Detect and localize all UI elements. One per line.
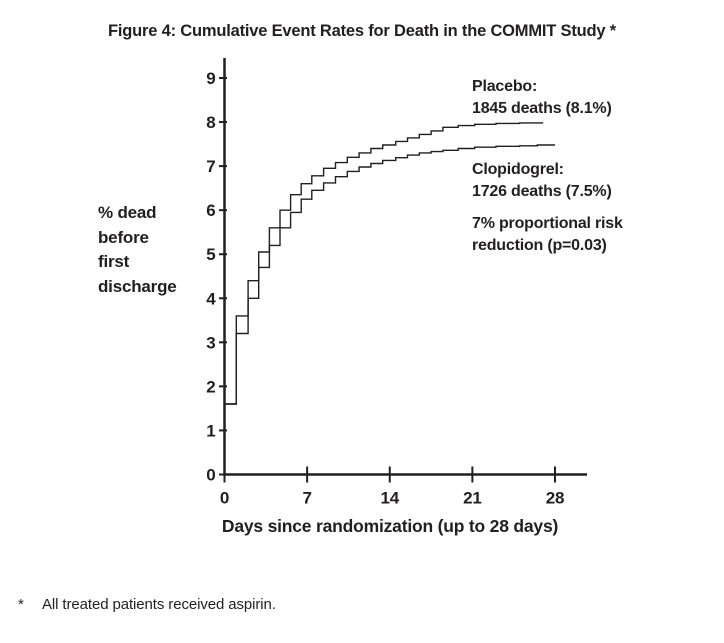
x-tick-label: 7 bbox=[302, 489, 311, 508]
y-tick-label: 3 bbox=[206, 333, 215, 352]
risk-reduction-line: reduction (p=0.03) bbox=[472, 237, 607, 254]
y-tick-label: 0 bbox=[206, 466, 215, 485]
risk-reduction-line: 7% proportional risk bbox=[472, 215, 623, 232]
x-tick-label: 14 bbox=[380, 489, 399, 508]
placebo-annotation-name: Placebo: bbox=[472, 78, 538, 95]
y-tick-label: 7 bbox=[206, 157, 215, 176]
placebo-annotation: Placebo: 1845 deaths (8.1%) bbox=[472, 76, 612, 120]
y-axis-label: % dead before first discharge bbox=[98, 201, 177, 299]
x-tick-label: 21 bbox=[463, 489, 482, 508]
y-tick-label: 4 bbox=[206, 289, 216, 308]
x-axis-label: Days since randomization (up to 28 days) bbox=[221, 516, 559, 536]
y-tick-label: 5 bbox=[206, 245, 215, 264]
figure-title: Figure 4: Cumulative Event Rates for Dea… bbox=[108, 22, 616, 40]
y-tick-label: 8 bbox=[206, 113, 215, 132]
clopidogrel-annotation-name: Clopidogrel: bbox=[472, 161, 564, 178]
clopidogrel-curve bbox=[224, 144, 555, 405]
risk-reduction-annotation: 7% proportional risk reduction (p=0.03) bbox=[472, 213, 623, 257]
clopidogrel-annotation: Clopidogrel: 1726 deaths (7.5%) bbox=[472, 159, 612, 203]
y-axis-label-line: first bbox=[98, 252, 130, 271]
y-axis-label-line: before bbox=[98, 227, 149, 247]
x-tick-label: 28 bbox=[546, 489, 565, 508]
y-tick-label: 1 bbox=[206, 421, 215, 440]
placebo-annotation-value: 1845 deaths (8.1%) bbox=[472, 100, 612, 117]
y-tick-label: 6 bbox=[206, 201, 215, 220]
y-axis-label-line: % dead bbox=[98, 203, 157, 222]
footnote-marker: * bbox=[18, 596, 24, 613]
x-tick-label: 0 bbox=[220, 489, 229, 508]
y-axis-label-line: discharge bbox=[98, 276, 177, 296]
y-tick-label: 9 bbox=[206, 69, 215, 88]
clopidogrel-annotation-value: 1726 deaths (7.5%) bbox=[472, 183, 612, 200]
placebo-curve bbox=[224, 122, 544, 405]
y-tick-label: 2 bbox=[206, 377, 215, 396]
footnote: * All treated patients received aspirin. bbox=[18, 596, 276, 613]
footnote-text: All treated patients received aspirin. bbox=[42, 596, 276, 613]
